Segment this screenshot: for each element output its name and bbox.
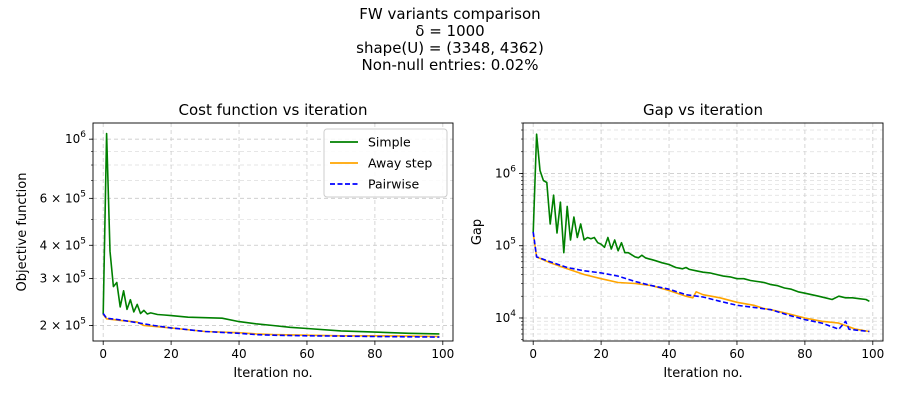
chart-title: Gap vs iteration (643, 101, 763, 119)
x-tick-label: 40 (661, 347, 676, 361)
x-tick-label: 60 (729, 347, 744, 361)
x-axis-label: Iteration no. (233, 366, 312, 381)
legend-label: Simple (368, 135, 411, 150)
y-axis-label: Gap (470, 219, 485, 245)
x-tick-label: 100 (861, 347, 884, 361)
x-tick-label: 0 (529, 347, 537, 361)
suptitle-line-2: δ = 1000 (415, 22, 485, 40)
series-line-simple (532, 133, 870, 303)
x-tick-label: 80 (367, 347, 382, 361)
y-tick-label: 104 (495, 309, 516, 325)
plot-frame (92, 122, 454, 342)
x-tick-label: 80 (797, 347, 812, 361)
suptitle-line-1: FW variants comparison (359, 5, 541, 23)
chart-panel-2: 0 20 40 60 80 100 106 105 104 Gap vs iteration Ite… (470, 101, 884, 381)
legend-box (323, 128, 448, 198)
chart-panel-1: 0 20 40 60 80 100 106 6 × 105 4 × 105 3 × 105 2 × … (15, 101, 454, 381)
x-tick-label: 0 (99, 347, 107, 361)
series-line-pairwise (102, 313, 440, 338)
y-tick-label: 2 × 105 (40, 317, 86, 333)
suptitle-line-4: Non-null entries: 0.02% (361, 56, 539, 74)
y-tick-label: 4 × 105 (40, 236, 86, 252)
chart-title: Cost function vs iteration (179, 101, 368, 119)
series-line-simple (102, 132, 440, 335)
legend-label: Away step (368, 156, 432, 171)
x-tick-label: 20 (593, 347, 608, 361)
y-tick-label: 106 (495, 164, 516, 180)
y-tick-label: 3 × 105 (40, 270, 86, 286)
suptitle-line-3: shape(U) = (3348, 4362) (356, 39, 544, 57)
x-tick-label: 20 (163, 347, 178, 361)
x-axis-label: Iteration no. (663, 366, 742, 381)
y-tick-label: 6 × 105 (40, 189, 86, 205)
x-tick-label: 40 (231, 347, 246, 361)
series-line-away-step (532, 232, 870, 333)
y-tick-label: 106 (65, 130, 86, 146)
legend-label: Pairwise (368, 177, 419, 192)
y-axis-label: Objective function (15, 173, 30, 292)
x-tick-label: 60 (299, 347, 314, 361)
y-tick-label: 105 (495, 237, 516, 253)
x-tick-label: 100 (431, 347, 454, 361)
plot-frame (522, 122, 884, 342)
series-line-pairwise (532, 231, 870, 333)
